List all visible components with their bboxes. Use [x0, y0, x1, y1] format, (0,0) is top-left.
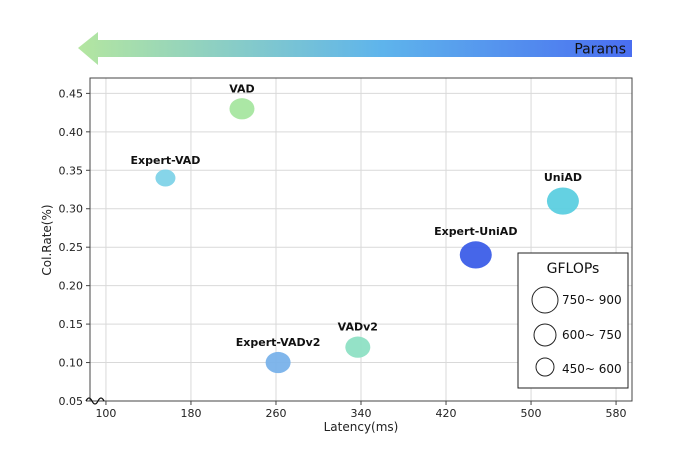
point-label-expert-vad: Expert-VAD — [131, 154, 201, 167]
x-tick-label: 340 — [351, 407, 372, 420]
x-tick-label: 420 — [436, 407, 457, 420]
x-axis-ticks: 100 180 260 340 420 500 580 — [95, 401, 627, 420]
point-expert-vadv2 — [265, 351, 291, 374]
legend-box — [517, 252, 629, 389]
y-tick-label: 0.30 — [59, 203, 84, 216]
point-vad — [229, 98, 255, 120]
legend-entry-medium: 600~ 750 — [562, 328, 622, 342]
point-expert-uniad — [459, 241, 492, 269]
point-label-uniad: UniAD — [544, 171, 582, 184]
point-label-vad: VAD — [229, 82, 254, 95]
y-tick-label: 0.45 — [59, 87, 84, 100]
params-arrow-label: Params — [574, 42, 626, 58]
x-tick-label: 500 — [521, 407, 542, 420]
point-label-expert-uniad: Expert-UniAD — [434, 225, 517, 238]
x-tick-label: 580 — [606, 407, 627, 420]
legend-marker-small — [535, 357, 555, 377]
x-tick-label: 260 — [265, 407, 286, 420]
y-axis-ticks: 0.05 0.10 0.15 0.20 0.25 0.30 0.35 0.40 0.45 — [59, 87, 90, 408]
y-tick-label: 0.05 — [59, 395, 84, 408]
point-label-expert-vadv2: Expert-VADv2 — [236, 336, 321, 349]
y-axis-label: Col.Rate(%) — [40, 204, 54, 275]
legend-entry-small: 450~ 600 — [562, 362, 622, 376]
y-tick-label: 0.20 — [59, 280, 84, 293]
y-tick-label: 0.40 — [59, 126, 84, 139]
x-tick-label: 180 — [180, 407, 201, 420]
data-points: VAD Expert-VAD UniAD Expert-UniAD VADv2 Exper… — [131, 82, 582, 374]
y-tick-label: 0.35 — [59, 164, 84, 177]
legend-marker-medium — [533, 323, 557, 347]
point-label-vadv2: VADv2 — [338, 321, 378, 334]
params-arrow: Params — [78, 32, 632, 65]
axis-break-mark — [85, 397, 105, 405]
legend-entry-large: 750~ 900 — [562, 293, 622, 307]
y-tick-label: 0.10 — [59, 357, 84, 370]
x-axis-label: Latency(ms) — [324, 420, 399, 434]
y-tick-label: 0.25 — [59, 241, 84, 254]
legend-title: GFLOPs — [547, 261, 600, 277]
point-uniad — [546, 187, 579, 215]
x-tick-label: 100 — [95, 407, 116, 420]
point-vadv2 — [345, 336, 371, 358]
legend: GFLOPs 750~ 900 600~ 750 450~ 600 — [517, 252, 629, 389]
y-tick-label: 0.15 — [59, 318, 84, 331]
point-expert-vad — [155, 169, 176, 187]
legend-marker-large — [531, 286, 559, 314]
params-arrow-shape — [78, 32, 632, 65]
